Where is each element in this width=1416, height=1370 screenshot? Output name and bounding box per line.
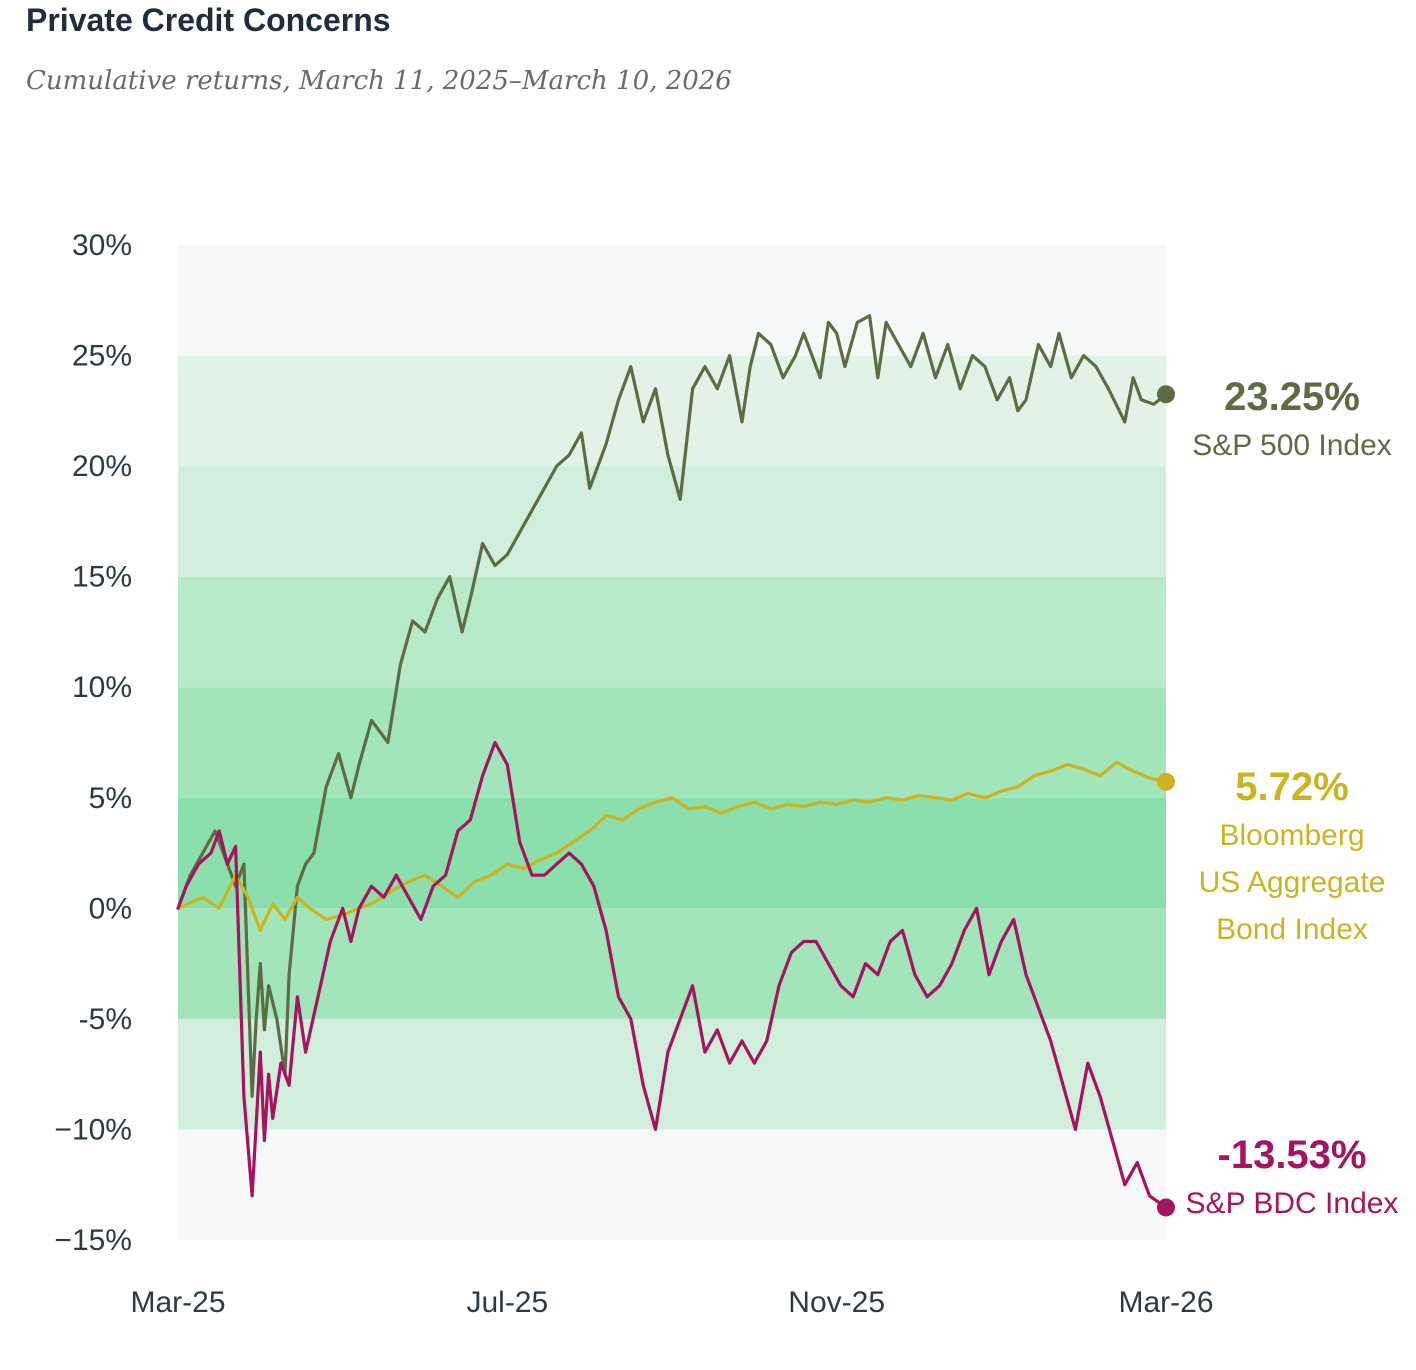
series-line-sp-500-index [176, 314, 1168, 1098]
band-0-to-5 [178, 797, 1166, 909]
end-marker-sp-bdc-index [1157, 1198, 1175, 1217]
y-tick-label: −10% [54, 1113, 132, 1146]
series-label-bloomberg-us-aggregate-bond-index: US Aggregate [1199, 866, 1386, 899]
series-label-bloomberg-us-aggregate-bond-index: Bond Index [1216, 913, 1368, 946]
series-label-bloomberg-us-aggregate-bond-index: Bloomberg [1219, 819, 1364, 852]
band-25-to-30 [178, 245, 1166, 356]
y-tick-label: 0% [89, 892, 132, 925]
y-tick-label: -5% [79, 1003, 132, 1036]
x-tick-label: Mar-26 [1118, 1286, 1213, 1319]
band-15-to-20 [178, 466, 1166, 577]
y-tick-label: 10% [72, 671, 132, 704]
chart-title: Private Credit Concerns [26, 2, 391, 38]
series-lines [176, 314, 1175, 1217]
y-tick-label: −15% [54, 1224, 132, 1257]
x-tick-label: Jul-25 [466, 1286, 548, 1319]
end-value-sp-500-index: 23.25% [1224, 375, 1360, 419]
y-tick-label: 5% [89, 782, 132, 815]
end-value-sp-bdc-index: -13.53% [1218, 1133, 1367, 1177]
y-tick-label: 15% [72, 561, 132, 594]
band--15-to--10 [178, 1129, 1166, 1240]
y-tick-label: 20% [72, 450, 132, 483]
series-line-sp-bdc-index [176, 740, 1168, 1210]
background-bands [178, 245, 1166, 1240]
band-10-to-15 [178, 576, 1166, 688]
end-labels: 23.25% S&P 500 Index 5.72% Bloomberg US Aggr… [1186, 375, 1399, 1220]
band-20-to-25 [178, 355, 1166, 467]
band--10-to--5 [178, 1018, 1166, 1130]
band-5-to-10 [178, 687, 1166, 798]
y-tick-label: 30% [72, 229, 132, 262]
end-marker-bloomberg-us-aggregate-bond-index [1157, 772, 1175, 791]
y-tick-label: 25% [72, 340, 132, 373]
x-tick-label: Nov-25 [788, 1286, 885, 1319]
series-line-bloomberg-us-aggregate-bond-index [176, 760, 1168, 933]
chart-subtitle: Cumulative returns, March 11, 2025–March… [26, 66, 732, 96]
band--5-to-0 [178, 908, 1166, 1019]
series-label-sp-500-index: S&P 500 Index [1192, 429, 1392, 462]
x-axis: Mar-25 Jul-25 Nov-25 Mar-26 [130, 1286, 1213, 1319]
x-tick-label: Mar-25 [130, 1286, 225, 1319]
end-value-bloomberg-us-aggregate-bond-index: 5.72% [1235, 765, 1348, 809]
end-marker-sp-500-index [1157, 385, 1175, 404]
y-axis: 30% 25% 20% 15% 10% 5% 0% -5% −10% −15% [54, 229, 132, 1257]
series-label-sp-bdc-index: S&P BDC Index [1186, 1187, 1399, 1220]
